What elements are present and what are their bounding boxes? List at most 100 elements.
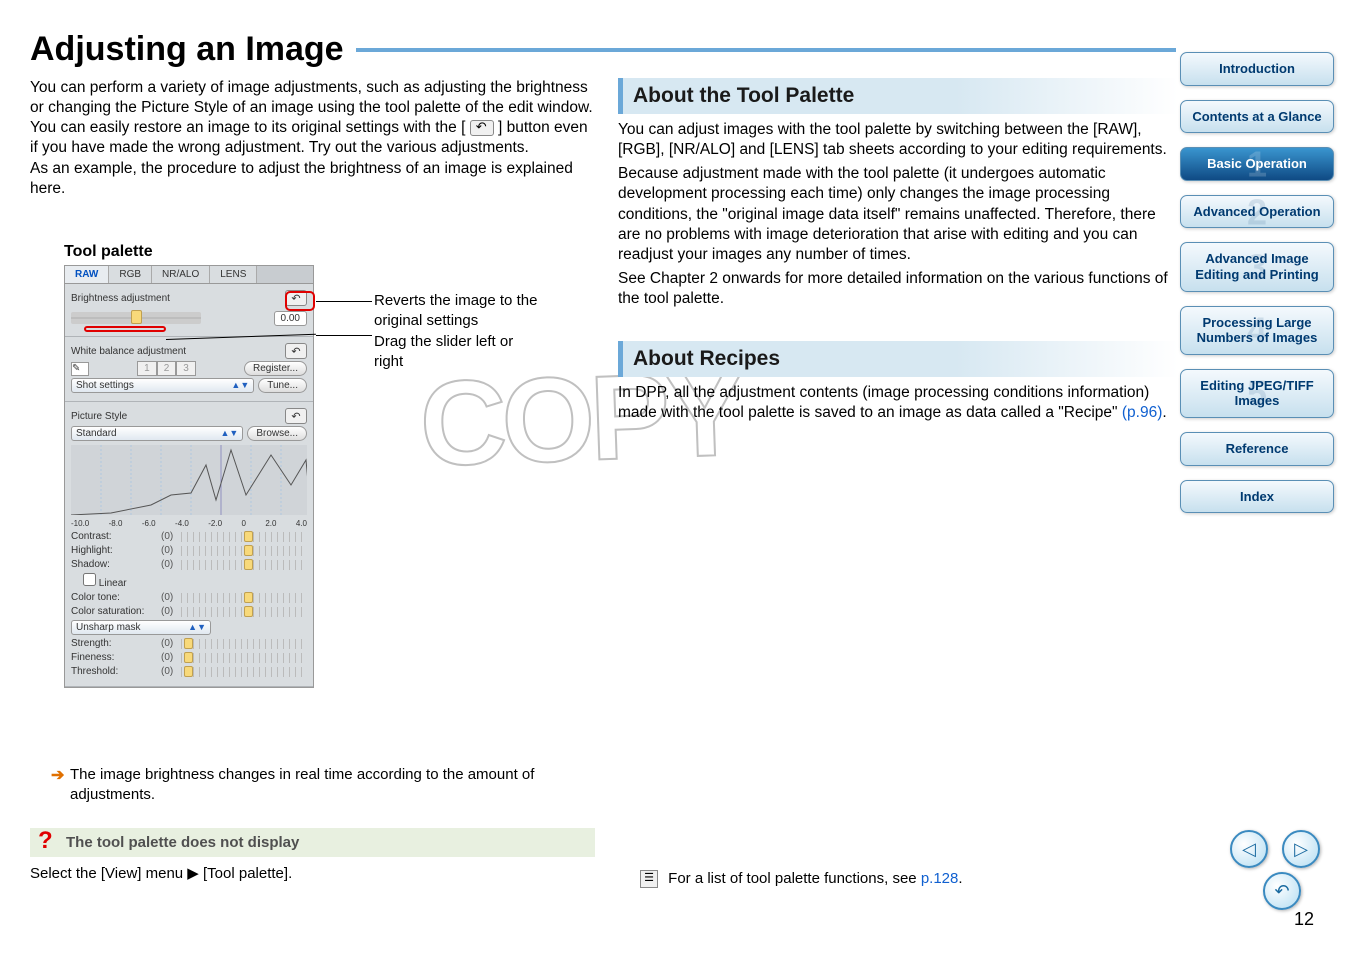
slider-thumb[interactable]	[244, 592, 253, 603]
wb-pill-1[interactable]: 1	[137, 361, 157, 376]
adjust-value: (0)	[161, 545, 181, 556]
slider-thumb[interactable]	[244, 559, 253, 570]
wb-pill-2[interactable]: 2	[157, 361, 177, 376]
wb-tune-button[interactable]: Tune...	[258, 378, 307, 393]
nav-chapter-num: 1	[1247, 142, 1267, 185]
adjust-slider[interactable]	[181, 532, 307, 542]
next-page-button[interactable]: ▷	[1282, 830, 1320, 868]
callout-highlight-slider	[84, 326, 166, 332]
ps-undo-button[interactable]: ↶	[285, 408, 307, 424]
adjust-label: Contrast:	[71, 531, 161, 542]
slider-thumb[interactable]	[184, 666, 193, 677]
ps-section: Picture Style ↶ Standard▲▼ Browse... -10…	[65, 402, 313, 687]
tab-nralo[interactable]: NR/ALO	[152, 266, 210, 283]
brightness-value: 0.00	[274, 311, 307, 326]
adjust-label: Highlight:	[71, 545, 161, 556]
adjust-slider[interactable]	[181, 546, 307, 556]
unsharp-select[interactable]: Unsharp mask▲▼	[71, 620, 211, 635]
nav-item[interactable]: Introduction	[1180, 52, 1334, 86]
unsharp-label: Unsharp mask	[76, 622, 140, 633]
troubleshoot-answer: Select the [View] menu ▶ [Tool palette].	[30, 864, 292, 882]
back-button[interactable]: ↶	[1263, 872, 1301, 910]
adjust-slider[interactable]	[181, 653, 307, 663]
adjust-value: (0)	[161, 666, 181, 677]
slider-thumb[interactable]	[184, 652, 193, 663]
tool-palette-heading: Tool palette	[64, 243, 153, 261]
ps-select[interactable]: Standard ▲▼	[71, 426, 243, 441]
adjust-label: Color saturation:	[71, 606, 161, 617]
intro-p2: As an example, the procedure to adjust t…	[30, 160, 573, 197]
adjust-row: Threshold: (0)	[71, 666, 307, 677]
brightness-label: Brightness adjustment	[71, 293, 170, 304]
histogram	[71, 445, 307, 515]
adjust-row: Color saturation: (0)	[71, 606, 307, 617]
adjust-label: Threshold:	[71, 666, 161, 677]
tab-rgb[interactable]: RGB	[109, 266, 152, 283]
dropdown-icon: ▲▼	[231, 380, 249, 391]
page-number: 12	[1294, 909, 1314, 930]
slider-thumb[interactable]	[244, 531, 253, 542]
wb-undo-button[interactable]: ↶	[285, 343, 307, 359]
tab-raw[interactable]: RAW	[65, 266, 109, 283]
result-arrow-icon: ➔	[51, 765, 64, 785]
nav-item[interactable]: 2Advanced Operation	[1180, 195, 1334, 229]
nav-item[interactable]: 4Processing Large Numbers of Images	[1180, 306, 1334, 355]
dropdown-icon: ▲▼	[220, 428, 238, 439]
slider-thumb[interactable]	[244, 545, 253, 556]
adjust-slider[interactable]	[181, 639, 307, 649]
callout-highlight-undo	[285, 291, 315, 311]
wb-shot-select[interactable]: Shot settings▲▼	[71, 378, 254, 393]
nav-item[interactable]: Index	[1180, 480, 1334, 514]
linear-label: Linear	[99, 578, 127, 589]
linear-row: Linear	[71, 573, 307, 589]
adjust-label: Strength:	[71, 638, 161, 649]
troubleshoot-box: The tool palette does not display	[30, 828, 595, 857]
slider-thumb[interactable]	[131, 310, 142, 324]
footnote-text-a: For a list of tool palette functions, se…	[668, 870, 921, 887]
nav-item[interactable]: 1Basic Operation	[1180, 147, 1334, 181]
nav-item[interactable]: 5Editing JPEG/TIFF Images	[1180, 369, 1334, 418]
linear-checkbox[interactable]	[83, 573, 96, 586]
troubleshoot-title: The tool palette does not display	[66, 834, 299, 851]
s1-p1: You can adjust images with the tool pale…	[618, 120, 1178, 160]
s2-p1a: In DPP, all the adjustment contents (ima…	[618, 384, 1149, 421]
adjust-row: Fineness: (0)	[71, 652, 307, 663]
link-p128[interactable]: p.128	[921, 870, 959, 887]
adjust-slider[interactable]	[181, 593, 307, 603]
adjust-value: (0)	[161, 652, 181, 663]
axis-tick: -8.0	[109, 519, 123, 528]
callout-leader-1	[316, 301, 372, 302]
brightness-slider[interactable]	[71, 312, 201, 324]
nav-item[interactable]: Reference	[1180, 432, 1334, 466]
callout-revert: Reverts the image to the original settin…	[374, 291, 544, 330]
ps-browse-button[interactable]: Browse...	[247, 426, 307, 441]
adjust-row: Contrast: (0)	[71, 531, 307, 542]
wb-pill-3[interactable]: 3	[176, 361, 196, 376]
adjust-row: Strength: (0)	[71, 638, 307, 649]
eyedropper-icon[interactable]: ✎	[71, 362, 89, 376]
note-icon: ☰	[640, 870, 658, 888]
adjust-slider[interactable]	[181, 667, 307, 677]
nav-item[interactable]: 3Advanced Image Editing and Printing	[1180, 242, 1334, 291]
nav-chapter-num: 2	[1247, 190, 1267, 233]
nav-item[interactable]: Contents at a Glance	[1180, 100, 1334, 134]
tab-lens[interactable]: LENS	[210, 266, 257, 283]
ps-value: Standard	[76, 428, 117, 439]
adjust-slider[interactable]	[181, 560, 307, 570]
side-nav: Introduction Contents at a Glance 1Basic O…	[1180, 52, 1334, 513]
adjust-slider[interactable]	[181, 607, 307, 617]
wb-pills: 1 2 3	[137, 361, 196, 376]
link-p96[interactable]: (p.96)	[1122, 404, 1163, 421]
adjust-value: (0)	[161, 531, 181, 542]
wb-register-button[interactable]: Register...	[244, 361, 307, 376]
adjust-row: Highlight: (0)	[71, 545, 307, 556]
column-2: About the Tool Palette You can adjust im…	[618, 78, 1178, 428]
adjust-value: (0)	[161, 606, 181, 617]
title-rule	[356, 48, 1176, 52]
slider-thumb[interactable]	[244, 606, 253, 617]
slider-thumb[interactable]	[184, 638, 193, 649]
footnote-text-b: .	[958, 870, 962, 887]
wb-label: White balance adjustment	[71, 346, 186, 357]
axis-tick: -2.0	[208, 519, 222, 528]
prev-page-button[interactable]: ◁	[1230, 830, 1268, 868]
